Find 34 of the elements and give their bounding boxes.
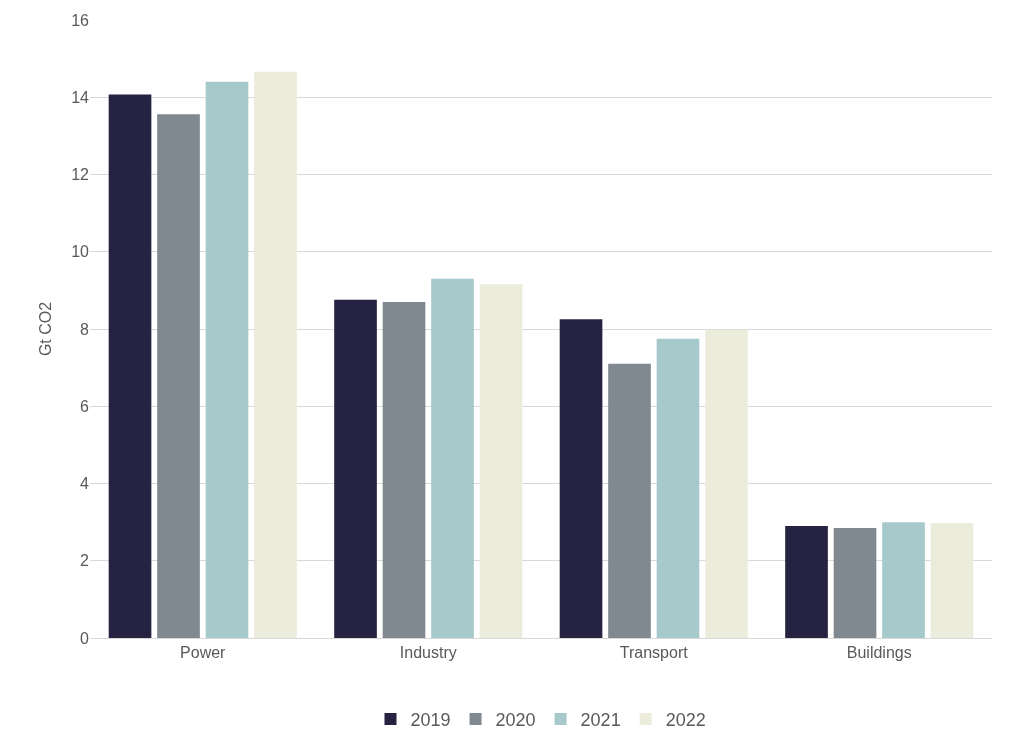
bar — [157, 114, 200, 638]
bar — [930, 522, 974, 638]
y-tick-label: 10 — [71, 243, 90, 261]
y-tick-label: 2 — [80, 552, 90, 570]
bar — [785, 525, 828, 638]
x-tick-label: Power — [180, 644, 227, 662]
y-tick-label: 6 — [80, 397, 90, 415]
y-axis-title: Gt CO2 — [37, 301, 55, 357]
bar — [205, 81, 249, 638]
legend-label: 2019 — [410, 710, 451, 731]
bar — [382, 301, 426, 638]
bar — [254, 71, 297, 638]
legend-label: 2022 — [665, 710, 706, 731]
x-tick-label: Buildings — [846, 644, 912, 662]
bar — [656, 338, 700, 638]
bar — [479, 284, 523, 638]
x-tick-label: Transport — [619, 644, 689, 662]
legend-label: 2020 — [495, 710, 536, 731]
x-tick-label: Industry — [399, 644, 457, 662]
bar — [705, 329, 748, 638]
bar — [559, 319, 603, 638]
bar — [334, 299, 377, 638]
y-tick-label: 12 — [71, 166, 90, 184]
bar — [108, 94, 152, 638]
y-tick-label: 14 — [71, 88, 90, 106]
y-tick-label: 0 — [80, 629, 90, 647]
bar — [882, 522, 925, 638]
y-tick-label: 4 — [80, 475, 90, 493]
y-tick-label: 16 — [71, 11, 90, 29]
bar — [431, 278, 474, 638]
legend-label: 2021 — [580, 710, 621, 731]
bar — [608, 363, 651, 638]
y-tick-label: 8 — [80, 320, 90, 338]
bar — [833, 527, 877, 638]
